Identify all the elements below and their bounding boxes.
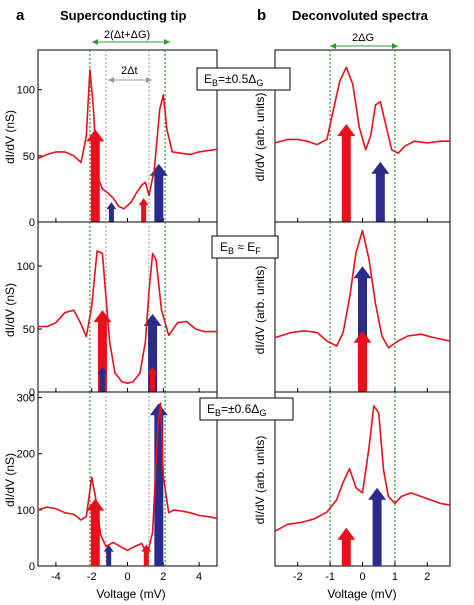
series-line bbox=[275, 67, 450, 153]
ytick-label: 100 bbox=[17, 505, 35, 517]
ytick-label: 200 bbox=[17, 449, 35, 461]
panel-b-letter: b bbox=[257, 7, 266, 24]
ylabel-b-middle: dI/dV (arb. units) bbox=[253, 266, 267, 355]
xtick-label: 1 bbox=[392, 571, 398, 583]
gap-annotation-sample: 2ΔG bbox=[330, 32, 398, 49]
series-line bbox=[275, 406, 450, 531]
ytick-label: 50 bbox=[23, 324, 35, 336]
ytick-label: 0 bbox=[29, 561, 35, 573]
ytick-label: 100 bbox=[17, 261, 35, 273]
xtick-label: 0 bbox=[124, 571, 130, 583]
gap-label-tip: 2Δt bbox=[121, 65, 138, 77]
spin-arrow-blue bbox=[150, 164, 168, 222]
ytick-label: 100 bbox=[17, 85, 35, 97]
xtick-label: -2 bbox=[87, 571, 97, 583]
xtick-label: 2 bbox=[160, 571, 166, 583]
spin-arrow-red bbox=[337, 124, 355, 222]
panel-b-top bbox=[275, 50, 450, 222]
spin-arrow-blue bbox=[371, 162, 389, 222]
xtick-label: -2 bbox=[293, 571, 303, 583]
spin-arrow-red bbox=[337, 528, 355, 566]
ytick-label: 0 bbox=[29, 217, 35, 229]
xtick-label: 0 bbox=[359, 571, 365, 583]
spin-arrow-red bbox=[141, 545, 151, 566]
spin-arrow-blue bbox=[106, 202, 116, 222]
series-line bbox=[38, 70, 217, 209]
ytick-label: 50 bbox=[23, 151, 35, 163]
xlabel-a: Voltage (mV) bbox=[96, 587, 165, 601]
xtick-label: 4 bbox=[196, 571, 202, 583]
plot-frame bbox=[38, 392, 217, 566]
energy-label-bottom: EB=±0.6ΔG bbox=[200, 398, 293, 420]
energy-label-top: EB=±0.5ΔG bbox=[197, 68, 290, 90]
panel-a-letter: a bbox=[16, 7, 25, 24]
spin-arrow-red bbox=[139, 198, 149, 222]
series-line bbox=[38, 251, 217, 383]
panel-a-top: 0 50 100 bbox=[17, 50, 217, 229]
xlabel-b: Voltage (mV) bbox=[327, 587, 396, 601]
panel-b-middle bbox=[275, 222, 450, 392]
spin-arrow-red bbox=[354, 331, 372, 392]
series-line bbox=[38, 403, 217, 555]
ylabel-a-top: dI/dV (nS) bbox=[3, 110, 17, 164]
xtick-label: -4 bbox=[51, 571, 61, 583]
gap-annotation-tip: 2Δt bbox=[108, 65, 152, 83]
ylabel-b-top: dI/dV (arb. units) bbox=[253, 93, 267, 182]
spin-arrow-blue bbox=[104, 545, 114, 566]
gap-label-total: 2(Δt+ΔG) bbox=[104, 29, 150, 41]
ytick-label: 300 bbox=[17, 393, 35, 405]
svg-text:EB ≈ EF: EB ≈ EF bbox=[220, 240, 261, 256]
xtick-label: 2 bbox=[424, 571, 430, 583]
ylabel-a-middle: dI/dV (nS) bbox=[3, 283, 17, 337]
ylabel-a-bottom: dI/dV (nS) bbox=[3, 453, 17, 507]
panel-b-bottom: -2 -1 0 1 2 bbox=[275, 392, 450, 583]
gap-annotation-total: 2(Δt+ΔG) bbox=[92, 29, 170, 45]
plot-frame bbox=[38, 222, 217, 392]
panel-a-bottom: 0 100 200 300 -4 -2 0 2 4 bbox=[17, 392, 217, 583]
ylabel-b-bottom: dI/dV (arb. units) bbox=[253, 436, 267, 525]
gap-label-sample: 2ΔG bbox=[352, 32, 374, 44]
plot-frame bbox=[275, 392, 450, 566]
spin-arrow-red bbox=[86, 499, 104, 566]
panel-b-title: Deconvoluted spectra bbox=[292, 8, 429, 23]
energy-label-middle: EB ≈ EF bbox=[212, 236, 278, 258]
xtick-label: -1 bbox=[325, 571, 335, 583]
panel-a-title: Superconducting tip bbox=[60, 8, 186, 23]
spin-arrow-blue bbox=[368, 488, 386, 566]
